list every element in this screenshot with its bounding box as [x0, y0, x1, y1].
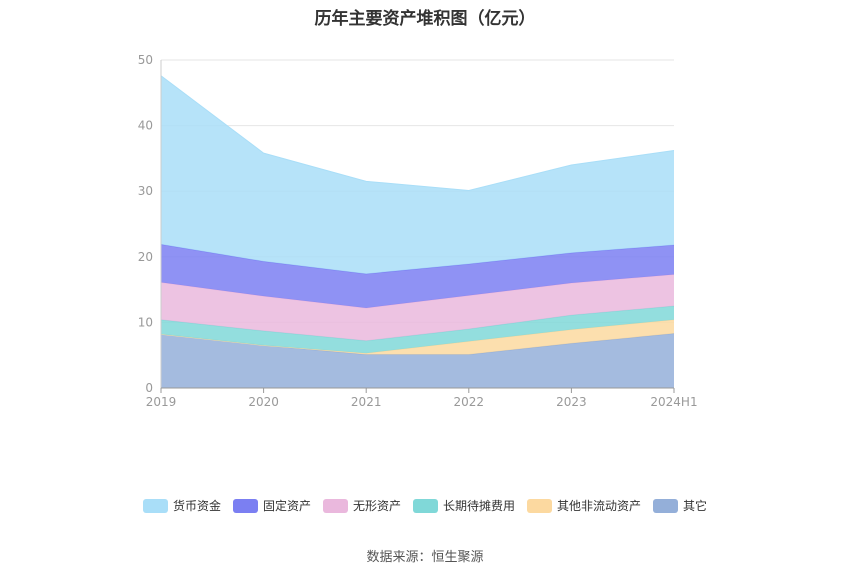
y-tick-label: 30: [138, 184, 153, 198]
y-tick-label: 20: [138, 250, 153, 264]
legend-swatch: [653, 498, 679, 513]
y-tick-label: 0: [145, 381, 153, 395]
legend-label: 固定资产: [262, 499, 311, 513]
legend-label: 其他非流动资产: [557, 499, 642, 513]
legend-swatch: [232, 498, 258, 513]
x-tick-label: 2022: [454, 395, 485, 409]
y-tick-label: 10: [138, 315, 153, 329]
legend-item[interactable]: 固定资产: [232, 497, 311, 514]
legend-label: 其它: [683, 499, 708, 513]
x-tick-label: 2019: [146, 395, 177, 409]
y-tick-label: 50: [138, 53, 153, 67]
legend-item[interactable]: 其他非流动资产: [527, 497, 641, 514]
area-series-3: [161, 274, 674, 341]
chart-plot: 0 10 20 30 40 50 2019 2020 2021 2022 2023 2024H1: [138, 53, 698, 409]
legend-label: 货币资金: [172, 499, 221, 513]
legend-swatch: [527, 498, 553, 513]
x-tick-label: 2023: [556, 395, 587, 409]
legend: 货币资金 固定资产 无形资产 长期待摊费用 其他非流动资产 其它: [0, 497, 850, 514]
area-series-2: [161, 306, 674, 354]
chart-title: 历年主要资产堆积图（亿元）: [314, 9, 536, 29]
area-series-4: [161, 244, 674, 308]
y-tick-label: 40: [138, 119, 153, 133]
area-series-0: [161, 333, 674, 388]
legend-label: 无形资产: [352, 499, 401, 513]
legend-swatch: [142, 498, 168, 513]
legend-item[interactable]: 货币资金: [142, 497, 221, 514]
x-tick-label: 2024H1: [650, 395, 697, 409]
area-series-5: [161, 75, 674, 274]
legend-swatch: [413, 498, 438, 513]
area-edge-5: [160, 75, 675, 192]
legend-item[interactable]: 无形资产: [322, 497, 401, 514]
legend-item[interactable]: 其它: [653, 497, 707, 514]
legend-item[interactable]: 长期待摊费用: [413, 497, 515, 514]
legend-swatch: [322, 498, 348, 513]
x-tick-label: 2020: [248, 395, 279, 409]
area-series-1: [161, 319, 674, 355]
legend-label: 长期待摊费用: [443, 499, 516, 513]
area-edge-4: [160, 243, 675, 275]
source-note: 数据来源：恒生聚源: [366, 550, 484, 565]
x-tick-label: 2021: [351, 395, 382, 409]
